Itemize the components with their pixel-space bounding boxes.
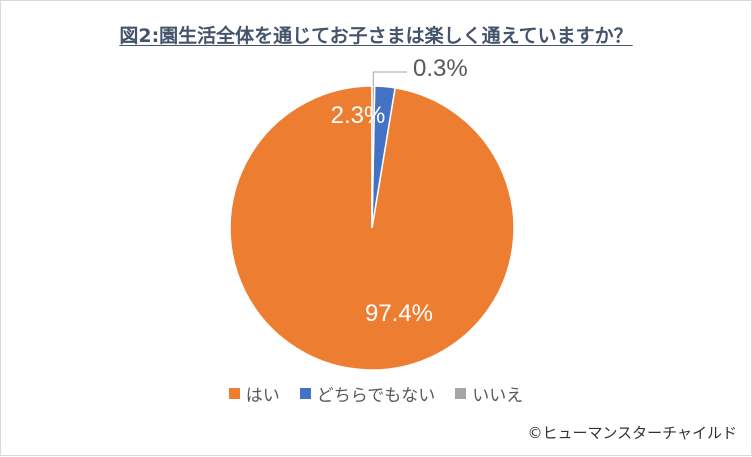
pie-labels: 97.4% 2.3% 0.3% (331, 55, 468, 327)
chart-title: 図2:園生活全体を通じてお子さまは楽しく通えていますか？ (119, 25, 633, 47)
pie-label-yes: 97.4% (365, 300, 433, 327)
legend-item-yes: はい (228, 381, 280, 406)
legend-item-no: いいえ (455, 381, 523, 406)
pie-label-no: 0.3% (413, 55, 468, 82)
pie-slices (229, 85, 515, 371)
legend-item-neutral: どちらでもない (299, 381, 436, 406)
copyright-credit: ©ヒューマンスターチャイルド (527, 424, 737, 442)
pie-label-leader-line (372, 71, 407, 87)
pie-label-neutral: 2.3% (331, 102, 386, 129)
legend-label-neutral: どちらでもない (316, 386, 436, 406)
legend-label-no: いいえ (472, 386, 524, 406)
legend: はい どちらでもない いいえ (1, 381, 751, 406)
legend-label-yes: はい (245, 386, 280, 406)
legend-swatch-no (455, 388, 467, 399)
legend-swatch-neutral (299, 388, 311, 399)
legend-swatch-yes (228, 388, 240, 399)
